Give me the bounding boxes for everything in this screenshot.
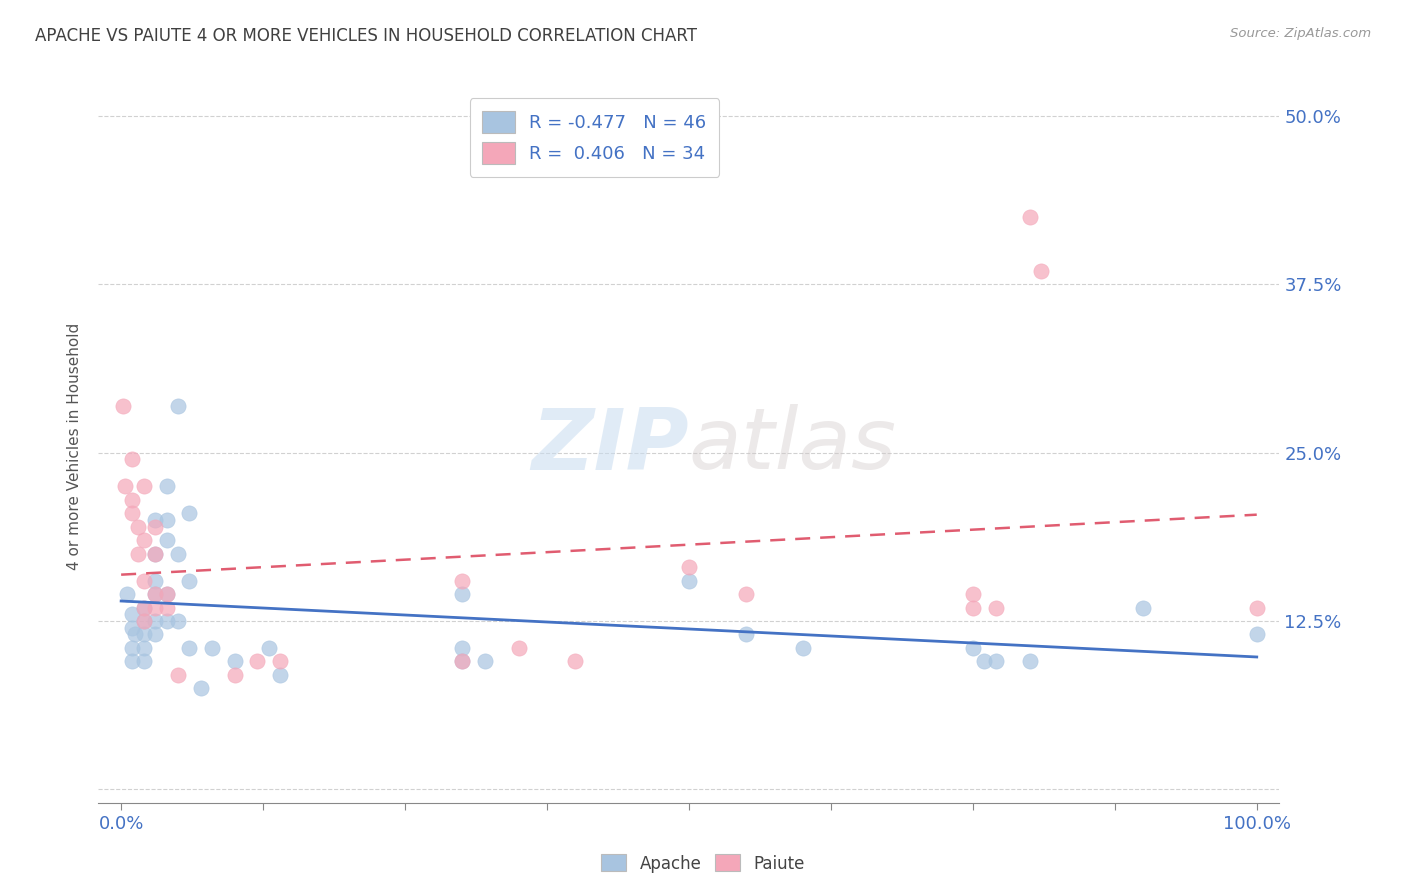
Point xyxy=(155,533,177,548)
Point xyxy=(678,560,700,574)
Point xyxy=(143,627,166,641)
Point xyxy=(179,640,201,655)
Point xyxy=(121,492,143,507)
Point xyxy=(678,574,700,588)
Point xyxy=(132,600,155,615)
Point xyxy=(246,655,269,669)
Point xyxy=(734,587,756,601)
Point xyxy=(201,640,224,655)
Text: Source: ZipAtlas.com: Source: ZipAtlas.com xyxy=(1230,27,1371,40)
Point xyxy=(132,479,155,493)
Point xyxy=(132,574,155,588)
Text: APACHE VS PAIUTE 4 OR MORE VEHICLES IN HOUSEHOLD CORRELATION CHART: APACHE VS PAIUTE 4 OR MORE VEHICLES IN H… xyxy=(35,27,697,45)
Point xyxy=(143,547,166,561)
Point xyxy=(474,655,496,669)
Point xyxy=(1029,264,1052,278)
Point xyxy=(450,587,472,601)
Point xyxy=(121,506,143,520)
Point xyxy=(984,655,1007,669)
Legend: Apache, Paiute: Apache, Paiute xyxy=(595,847,811,880)
Point xyxy=(121,621,143,635)
Point xyxy=(167,547,190,561)
Point xyxy=(734,627,756,641)
Point xyxy=(132,627,155,641)
Text: ZIP: ZIP xyxy=(531,404,689,488)
Point xyxy=(450,574,472,588)
Point xyxy=(224,655,246,669)
Point xyxy=(143,587,166,601)
Point xyxy=(508,640,530,655)
Point xyxy=(190,681,212,696)
Point xyxy=(155,587,177,601)
Point xyxy=(115,587,138,601)
Point xyxy=(143,547,166,561)
Point xyxy=(143,587,166,601)
Point xyxy=(143,600,166,615)
Point xyxy=(127,547,149,561)
Point xyxy=(143,513,166,527)
Point xyxy=(450,640,472,655)
Point xyxy=(450,655,472,669)
Point xyxy=(962,587,984,601)
Point xyxy=(155,600,177,615)
Point xyxy=(269,668,291,682)
Point xyxy=(143,614,166,628)
Point xyxy=(269,655,291,669)
Point xyxy=(155,587,177,601)
Point xyxy=(257,640,280,655)
Point xyxy=(179,506,201,520)
Point xyxy=(224,668,246,682)
Y-axis label: 4 or more Vehicles in Household: 4 or more Vehicles in Household xyxy=(67,322,83,570)
Point xyxy=(167,399,190,413)
Point xyxy=(1018,655,1040,669)
Point xyxy=(132,655,155,669)
Point xyxy=(564,655,586,669)
Point xyxy=(124,627,146,641)
Point xyxy=(132,640,155,655)
Point xyxy=(450,655,472,669)
Point xyxy=(121,655,143,669)
Point xyxy=(984,600,1007,615)
Point xyxy=(121,452,143,467)
Point xyxy=(1246,627,1268,641)
Point xyxy=(143,520,166,534)
Point xyxy=(1132,600,1154,615)
Point xyxy=(1018,210,1040,224)
Point xyxy=(792,640,814,655)
Point xyxy=(962,640,984,655)
Point xyxy=(155,614,177,628)
Point xyxy=(973,655,995,669)
Point xyxy=(179,574,201,588)
Text: atlas: atlas xyxy=(689,404,897,488)
Point xyxy=(132,614,155,628)
Point xyxy=(155,479,177,493)
Point xyxy=(132,533,155,548)
Point xyxy=(167,614,190,628)
Point xyxy=(167,668,190,682)
Point xyxy=(155,513,177,527)
Point xyxy=(143,574,166,588)
Point xyxy=(121,607,143,622)
Point xyxy=(112,399,135,413)
Point xyxy=(121,640,143,655)
Point xyxy=(132,600,155,615)
Legend: R = -0.477   N = 46, R =  0.406   N = 34: R = -0.477 N = 46, R = 0.406 N = 34 xyxy=(470,98,718,177)
Point xyxy=(962,600,984,615)
Point xyxy=(127,520,149,534)
Point xyxy=(132,614,155,628)
Point xyxy=(1246,600,1268,615)
Point xyxy=(114,479,136,493)
